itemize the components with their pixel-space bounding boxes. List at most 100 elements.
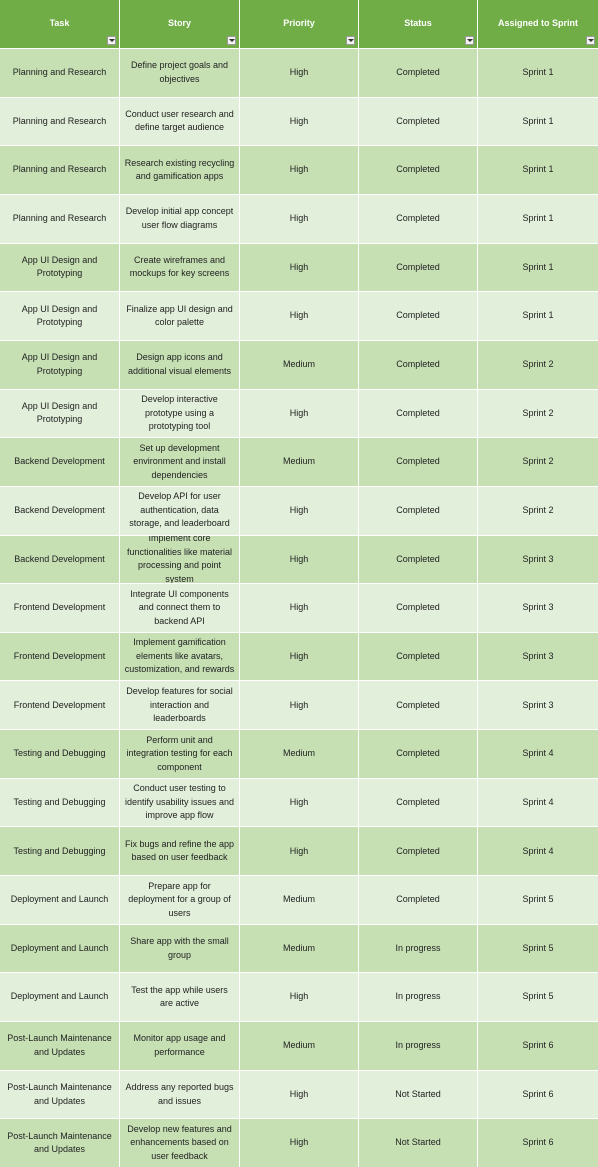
table-cell: Not Started: [359, 1119, 477, 1167]
table-cell: Completed: [359, 730, 477, 778]
table-cell: App UI Design and Prototyping: [0, 292, 119, 340]
table-cell: Testing and Debugging: [0, 778, 119, 827]
table-cell: Develop new features and enhancements ba…: [120, 1119, 239, 1167]
table-cell: Sprint 4: [478, 827, 598, 876]
table-cell: Develop features for social interaction …: [120, 681, 239, 730]
table-cell: Frontend Development: [0, 584, 119, 632]
table-cell: High: [240, 194, 358, 243]
table-cell: High: [240, 146, 358, 194]
header-text: Task: [49, 18, 70, 29]
table-cell: Sprint 3: [478, 632, 598, 681]
table-cell: Sprint 1: [478, 97, 598, 146]
table-cell: Planning and Research: [0, 146, 119, 194]
table-cell: Completed: [359, 389, 477, 438]
table-cell: Completed: [359, 49, 477, 97]
table-cell: Conduct user research and define target …: [120, 97, 239, 146]
table-cell: Medium: [240, 438, 358, 486]
table-cell: Sprint 5: [478, 924, 598, 973]
table-cell: Completed: [359, 146, 477, 194]
table-cell: High: [240, 535, 358, 584]
table-cell: High: [240, 97, 358, 146]
table-cell: High: [240, 1070, 358, 1119]
table-cell: Finalize app UI design and color palette: [120, 292, 239, 340]
table-cell: Medium: [240, 876, 358, 924]
header-text: Priority: [283, 18, 315, 29]
table-cell: High: [240, 1119, 358, 1167]
table-cell: Monitor app usage and performance: [120, 1022, 239, 1070]
table-cell: Testing and Debugging: [0, 827, 119, 876]
table-cell: Sprint 4: [478, 730, 598, 778]
table-cell: App UI Design and Prototyping: [0, 243, 119, 292]
table-cell: Sprint 2: [478, 340, 598, 389]
filter-button[interactable]: [107, 36, 116, 45]
table-cell: Completed: [359, 681, 477, 730]
table-cell: Completed: [359, 438, 477, 486]
table-cell: Completed: [359, 632, 477, 681]
table-cell: Medium: [240, 730, 358, 778]
table-cell: App UI Design and Prototyping: [0, 389, 119, 438]
table-cell: Define project goals and objectives: [120, 49, 239, 97]
filter-button[interactable]: [465, 36, 474, 45]
table-cell: App UI Design and Prototyping: [0, 340, 119, 389]
filter-button[interactable]: [227, 36, 236, 45]
table-cell: Sprint 6: [478, 1119, 598, 1167]
table-cell: Implement gamification elements like ava…: [120, 632, 239, 681]
table-cell: Completed: [359, 97, 477, 146]
table-cell: Backend Development: [0, 486, 119, 535]
table-cell: Planning and Research: [0, 194, 119, 243]
table-cell: Develop initial app concept user flow di…: [120, 194, 239, 243]
table-cell: High: [240, 584, 358, 632]
table-cell: Sprint 5: [478, 876, 598, 924]
table-cell: Medium: [240, 924, 358, 973]
table-cell: Post-Launch Maintenance and Updates: [0, 1070, 119, 1119]
table-cell: Perform unit and integration testing for…: [120, 730, 239, 778]
table-cell: Medium: [240, 1022, 358, 1070]
table-cell: High: [240, 778, 358, 827]
table-cell: Backend Development: [0, 535, 119, 584]
table-cell: Backend Development: [0, 438, 119, 486]
table-cell: Deployment and Launch: [0, 876, 119, 924]
table-cell: Set up development environment and insta…: [120, 438, 239, 486]
table-cell: High: [240, 681, 358, 730]
header-cell: Priority: [240, 0, 358, 48]
header-cell: Assigned to Sprint: [478, 0, 598, 48]
table-cell: Sprint 2: [478, 438, 598, 486]
table-cell: Sprint 3: [478, 681, 598, 730]
table-cell: Integrate UI components and connect them…: [120, 584, 239, 632]
table-cell: Sprint 4: [478, 778, 598, 827]
table-cell: High: [240, 389, 358, 438]
table-cell: Address any reported bugs and issues: [120, 1070, 239, 1119]
filter-button[interactable]: [346, 36, 355, 45]
table-cell: Design app icons and additional visual e…: [120, 340, 239, 389]
table-cell: Post-Launch Maintenance and Updates: [0, 1119, 119, 1167]
table-cell: Conduct user testing to identify usabili…: [120, 778, 239, 827]
table-cell: Completed: [359, 194, 477, 243]
table-cell: Fix bugs and refine the app based on use…: [120, 827, 239, 876]
table-cell: Develop API for user authentication, dat…: [120, 486, 239, 535]
table-cell: Testing and Debugging: [0, 730, 119, 778]
table-cell: Completed: [359, 584, 477, 632]
table-cell: In progress: [359, 1022, 477, 1070]
table-cell: High: [240, 243, 358, 292]
table-cell: Completed: [359, 243, 477, 292]
table-cell: Sprint 1: [478, 292, 598, 340]
table-cell: In progress: [359, 973, 477, 1022]
table-cell: Completed: [359, 486, 477, 535]
table-cell: Sprint 6: [478, 1070, 598, 1119]
table-cell: Post-Launch Maintenance and Updates: [0, 1022, 119, 1070]
header-text: Assigned to Sprint: [497, 18, 578, 29]
table-cell: Completed: [359, 340, 477, 389]
table-cell: Develop interactive prototype using a pr…: [120, 389, 239, 438]
table-cell: Create wireframes and mockups for key sc…: [120, 243, 239, 292]
table-cell: Not Started: [359, 1070, 477, 1119]
filter-button[interactable]: [586, 36, 595, 45]
table-cell: High: [240, 49, 358, 97]
table-cell: Share app with the small group: [120, 924, 239, 973]
table-cell: Sprint 3: [478, 535, 598, 584]
header-text: Status: [404, 18, 432, 29]
table-cell: High: [240, 486, 358, 535]
table-cell: Planning and Research: [0, 97, 119, 146]
table-cell: Sprint 2: [478, 486, 598, 535]
table-cell: Completed: [359, 535, 477, 584]
